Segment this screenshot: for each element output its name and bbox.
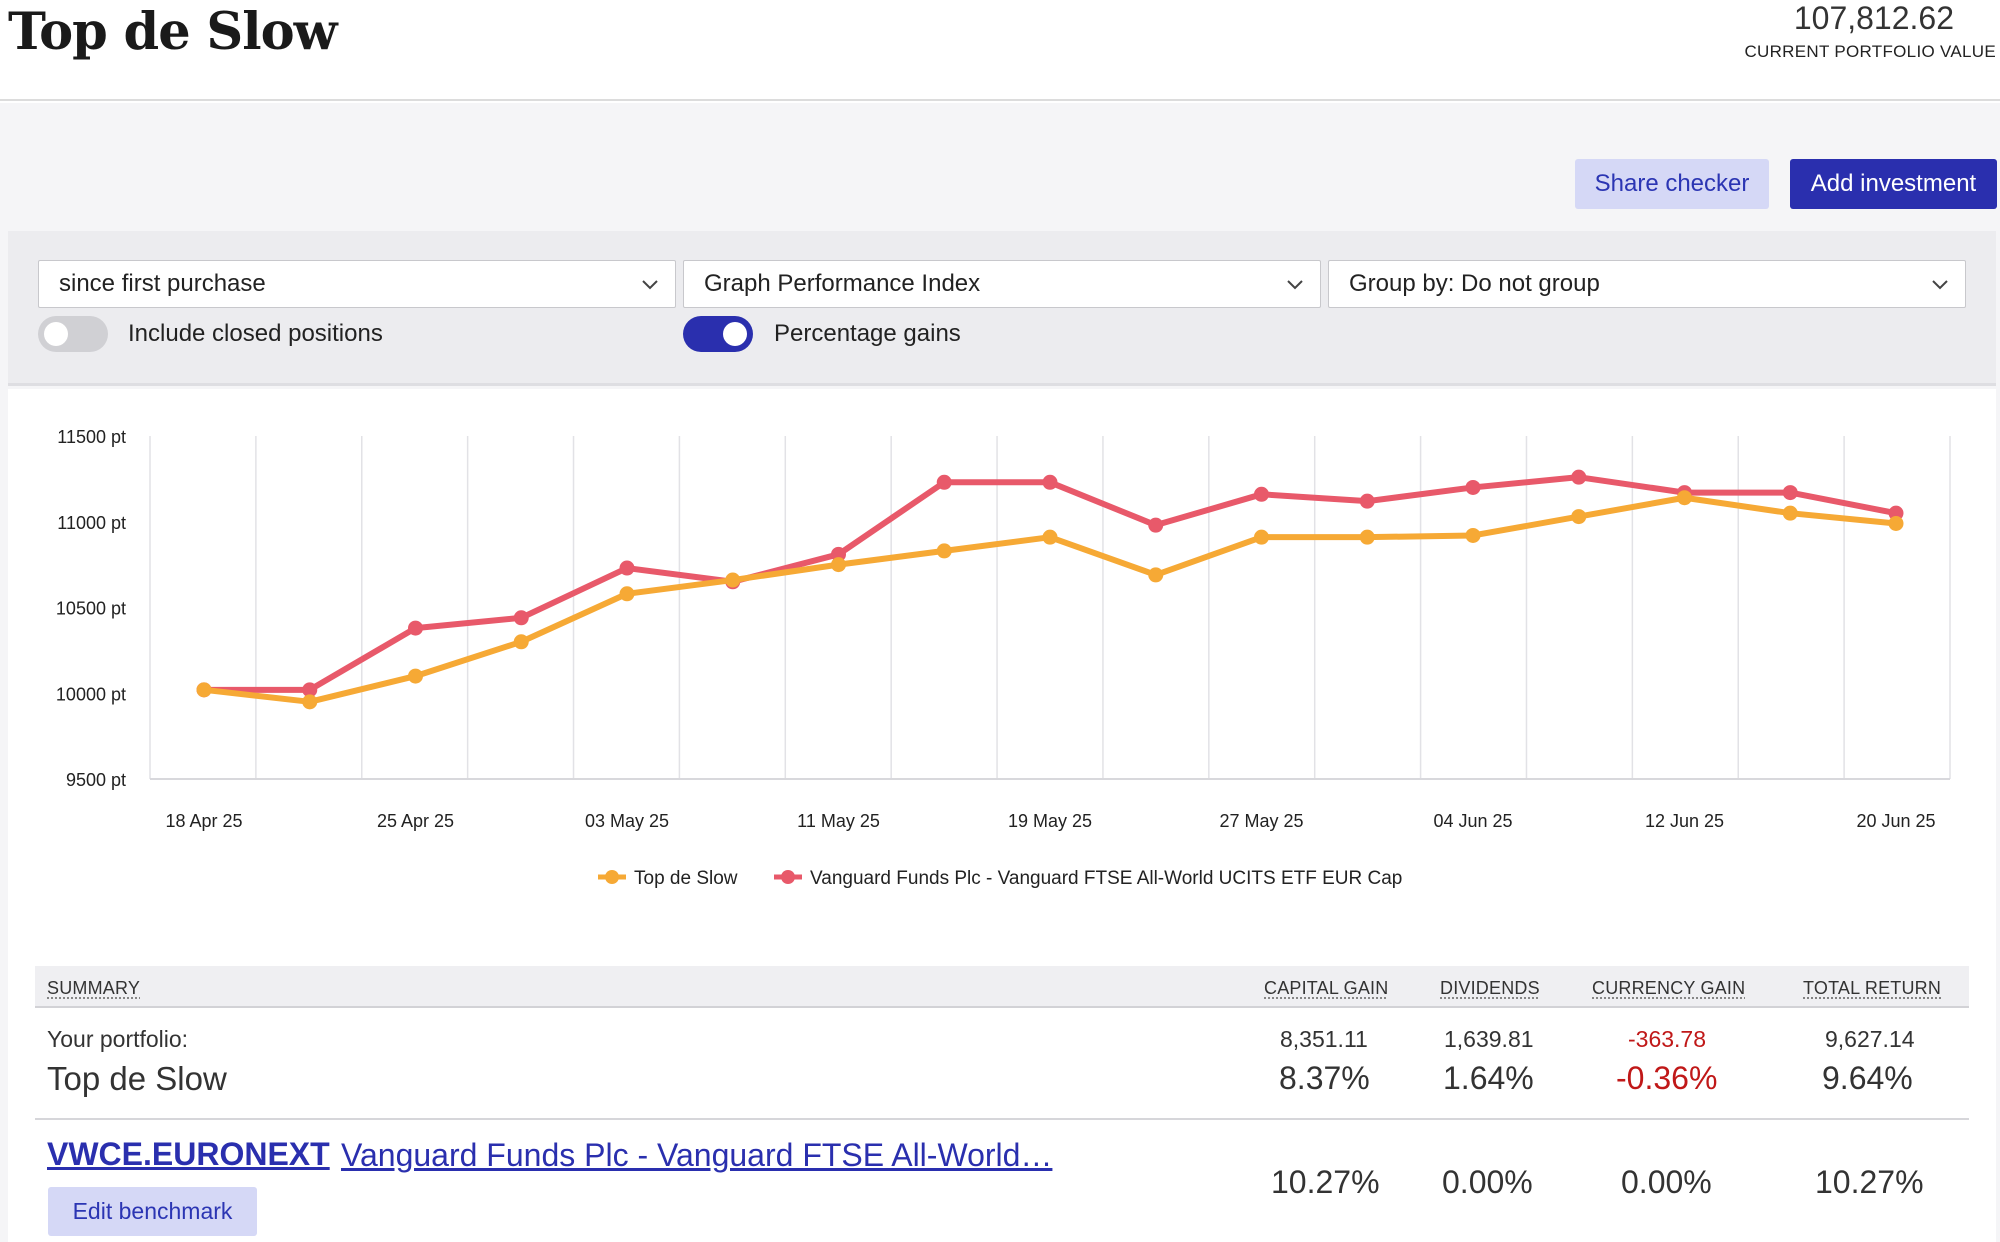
- legend-portfolio-label: Top de Slow: [634, 868, 738, 889]
- data-point-benchmark: [831, 546, 846, 562]
- data-point-benchmark: [1782, 485, 1798, 501]
- summary-header-label: SUMMARY: [47, 978, 141, 998]
- currency-gain-header: CURRENCY GAIN: [1592, 978, 1746, 998]
- capital-gain-pct: 8.37%: [1279, 1060, 1370, 1096]
- include-closed-toggle[interactable]: [38, 316, 108, 352]
- group-by-select-value: Group by: Do not group: [1349, 270, 1600, 297]
- data-point-benchmark: [1571, 469, 1587, 485]
- period-select-value: since first purchase: [59, 270, 266, 297]
- currency-gain-value: -363.78: [1628, 1026, 1707, 1052]
- dividends-value: 1,639.81: [1444, 1026, 1534, 1052]
- data-point-portfolio: [1042, 529, 1058, 545]
- data-point-benchmark: [1148, 517, 1164, 533]
- legend-benchmark-marker: [781, 870, 795, 884]
- data-point-portfolio: [1465, 527, 1481, 543]
- graph-type-select[interactable]: Graph Performance Index: [683, 260, 1321, 308]
- data-point-benchmark: [513, 610, 529, 626]
- row-divider: [35, 1118, 1969, 1120]
- y-tick-label: 11000 pt: [57, 513, 126, 533]
- portfolio-row-label: Your portfolio:: [47, 1026, 189, 1052]
- dividends-pct: 1.64%: [1443, 1060, 1534, 1096]
- include-closed-label: Include closed positions: [128, 320, 383, 347]
- series-line-portfolio: [203, 494, 1897, 705]
- total-return-header: TOTAL RETURN: [1803, 978, 1942, 998]
- data-point-portfolio: [408, 668, 423, 684]
- data-point-portfolio: [1782, 505, 1798, 521]
- y-tick-label: 9500 pt: [66, 770, 126, 790]
- data-point-benchmark: [1042, 474, 1058, 490]
- data-point-portfolio: [831, 557, 846, 573]
- capital-gain-value: 8,351.11: [1280, 1026, 1368, 1052]
- capital-gain-header: CAPITAL GAIN: [1264, 978, 1389, 998]
- data-point-benchmark: [1254, 486, 1269, 502]
- data-point-benchmark: [1888, 505, 1904, 521]
- data-point-benchmark: [619, 560, 635, 576]
- data-point-benchmark: [1465, 479, 1481, 495]
- data-point-portfolio: [302, 694, 318, 710]
- benchmark-capital-gain-pct: 10.27%: [1271, 1164, 1380, 1200]
- benchmark-ticker-link[interactable]: VWCE.EURONEXT: [47, 1136, 330, 1172]
- y-tick-label: 11500 pt: [57, 427, 126, 447]
- x-tick-label: 25 Apr 25: [377, 811, 454, 831]
- y-tick-label: 10000 pt: [56, 684, 126, 704]
- page-header: Top de Slow 107,812.62 CURRENT PORTFOLIO…: [0, 0, 2000, 101]
- chevron-down-icon: [1287, 280, 1303, 290]
- data-point-portfolio: [936, 543, 952, 559]
- chevron-down-icon: [1932, 280, 1948, 290]
- data-point-portfolio: [196, 682, 212, 698]
- page-title: Top de Slow: [8, 2, 338, 62]
- x-tick-label: 04 Jun 25: [1433, 811, 1512, 831]
- data-point-portfolio: [1148, 567, 1164, 583]
- toggle-knob: [723, 322, 747, 346]
- data-point-portfolio: [725, 572, 741, 588]
- data-point-portfolio: [619, 586, 635, 602]
- y-tick-label: 10500 pt: [56, 599, 126, 619]
- performance-chart: 11500 pt 11000 pt 10500 pt 10000 pt 9500 pt 1…: [56, 427, 1951, 889]
- period-select[interactable]: since first purchase: [38, 260, 676, 308]
- filter-panel: [8, 231, 1996, 386]
- benchmark-total-return-pct: 10.27%: [1815, 1164, 1924, 1200]
- data-point-portfolio: [1677, 490, 1692, 506]
- currency-gain-pct: -0.36%: [1616, 1060, 1718, 1096]
- x-tick-label: 27 May 25: [1219, 811, 1303, 831]
- percentage-gains-toggle[interactable]: [683, 316, 753, 352]
- dividends-header: DIVIDENDS: [1440, 978, 1540, 998]
- add-investment-button[interactable]: Add investment: [1790, 159, 1997, 209]
- data-point-portfolio: [1359, 529, 1375, 545]
- data-point-portfolio: [1254, 529, 1269, 545]
- legend-benchmark-label: Vanguard Funds Plc - Vanguard FTSE All-W…: [810, 868, 1402, 889]
- x-tick-label: 12 Jun 25: [1645, 811, 1724, 831]
- summary-header: [35, 966, 1969, 1008]
- x-tick-label: 03 May 25: [585, 811, 669, 831]
- x-tick-label: 19 May 25: [1008, 811, 1092, 831]
- portfolio-value-label: CURRENT PORTFOLIO VALUE: [1744, 42, 1996, 61]
- percentage-gains-label: Percentage gains: [774, 320, 961, 347]
- x-tick-label: 11 May 25: [797, 811, 880, 831]
- data-point-benchmark: [302, 682, 318, 698]
- edit-benchmark-button[interactable]: Edit benchmark: [48, 1187, 257, 1236]
- share-checker-button[interactable]: Share checker: [1575, 159, 1769, 209]
- legend-portfolio-marker: [605, 870, 619, 884]
- benchmark-dividends-pct: 0.00%: [1442, 1164, 1533, 1200]
- portfolio-value: 107,812.62: [1793, 0, 1954, 36]
- data-point-portfolio: [1888, 515, 1904, 531]
- portfolio-row-name: Top de Slow: [47, 1060, 227, 1097]
- data-point-benchmark: [408, 620, 423, 636]
- x-tick-label: 18 Apr 25: [165, 811, 242, 831]
- total-return-pct: 9.64%: [1822, 1060, 1913, 1096]
- series-line-benchmark: [204, 474, 1897, 693]
- chart-panel: [8, 389, 1996, 1242]
- group-by-select[interactable]: Group by: Do not group: [1328, 260, 1966, 308]
- toggle-knob: [44, 322, 68, 346]
- x-tick-label: 20 Jun 25: [1856, 811, 1935, 831]
- total-return-value: 9,627.14: [1825, 1026, 1915, 1052]
- data-point-portfolio: [1571, 509, 1587, 525]
- benchmark-name-link[interactable]: Vanguard Funds Plc - Vanguard FTSE All-W…: [341, 1137, 1053, 1173]
- data-point-portfolio: [513, 634, 529, 650]
- graph-type-select-value: Graph Performance Index: [704, 270, 981, 297]
- chevron-down-icon: [642, 280, 658, 290]
- data-point-benchmark: [1359, 493, 1375, 509]
- benchmark-currency-gain-pct: 0.00%: [1621, 1164, 1712, 1200]
- data-point-benchmark: [936, 474, 952, 490]
